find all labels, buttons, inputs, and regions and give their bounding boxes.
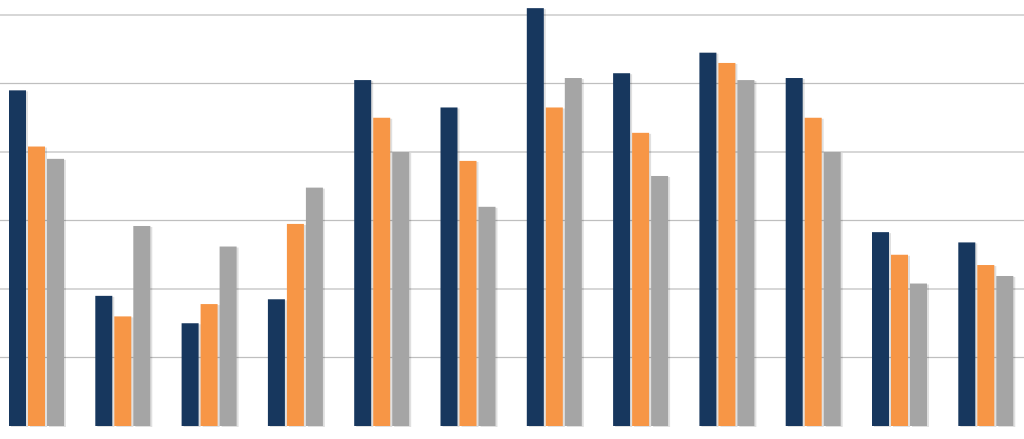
gridlines <box>0 14 1024 359</box>
bar-series-3-group-12 <box>996 275 1014 426</box>
bar-series-3-group-8 <box>651 175 669 426</box>
bar-series-2-group-9 <box>718 62 736 426</box>
bar-series-2-group-3 <box>200 304 218 426</box>
bar-series-1-group-6 <box>440 107 458 426</box>
bar-series-2-group-8 <box>632 132 650 426</box>
bar-series-3-group-6 <box>478 206 496 426</box>
bar-series-2-group-6 <box>459 160 477 426</box>
bar-series-1-group-12 <box>958 242 976 426</box>
bar-series-1-group-1 <box>9 90 26 426</box>
bar-series-2-group-4 <box>286 223 304 426</box>
bar-series-3-group-2 <box>133 225 151 426</box>
bar-series-3-group-4 <box>305 187 323 426</box>
bar-series-1-group-5 <box>354 80 372 426</box>
bar-series-3-group-3 <box>219 246 237 426</box>
bar-series-1-group-11 <box>872 232 889 426</box>
bar-series-1-group-9 <box>699 52 717 427</box>
bar-series-1-group-8 <box>613 73 631 426</box>
bar-series-1-group-4 <box>267 299 285 426</box>
bar-series-1-group-7 <box>526 8 544 427</box>
bar-series-2-group-5 <box>373 117 391 426</box>
bar-series-1-group-10 <box>785 78 803 427</box>
bar-series-3-group-7 <box>564 78 582 427</box>
bar-series-2-group-7 <box>545 107 563 426</box>
bar-series-2-group-10 <box>804 117 822 426</box>
bar-series-2-group-11 <box>891 254 908 426</box>
bar-series-3-group-1 <box>47 158 64 426</box>
bar-series-2-group-1 <box>28 146 45 426</box>
bar-series-3-group-11 <box>910 283 927 426</box>
bars <box>9 8 1016 428</box>
bar-series-3-group-9 <box>737 80 755 426</box>
bar-series-2-group-2 <box>114 316 132 426</box>
bar-series-3-group-5 <box>392 152 410 426</box>
bar-series-1-group-3 <box>181 323 199 426</box>
bar-series-2-group-12 <box>977 265 995 426</box>
bar-series-3-group-10 <box>823 152 841 426</box>
bar-series-1-group-2 <box>95 295 113 426</box>
